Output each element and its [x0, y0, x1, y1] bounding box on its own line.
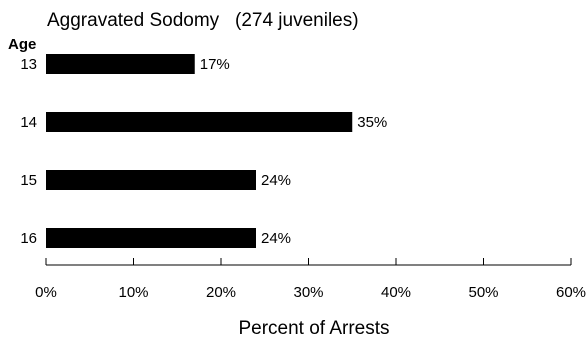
bars-layer	[46, 54, 353, 248]
x-tick-label-10: 10%	[118, 284, 148, 301]
data-label-age-14: 35%	[357, 114, 387, 131]
bar-age-13	[46, 54, 195, 74]
data-label-age-13: 17%	[200, 56, 230, 73]
x-tick-label-40: 40%	[381, 284, 411, 301]
bar-age-15	[46, 170, 256, 190]
category-label-age-13: 13	[20, 56, 37, 73]
bar-age-14	[46, 112, 353, 132]
x-tick-label-30: 30%	[293, 284, 323, 301]
data-labels: 17% 35% 24% 24%	[200, 56, 388, 247]
category-label-age-16: 16	[20, 230, 37, 247]
x-tick-label-60: 60%	[556, 284, 586, 301]
bar-age-16	[46, 228, 256, 248]
category-labels: 13 14 15 16	[20, 56, 37, 247]
x-axis-ticks: 0% 10% 20% 30% 40% 50% 60%	[35, 258, 586, 301]
category-label-age-14: 14	[20, 114, 37, 131]
x-tick-label-50: 50%	[468, 284, 498, 301]
data-label-age-15: 24%	[261, 172, 291, 189]
chart-title: Aggravated Sodomy (274 juveniles)	[47, 10, 359, 31]
x-tick-label-0: 0%	[35, 284, 57, 301]
x-tick-label-20: 20%	[206, 284, 236, 301]
age-axis-heading: Age	[8, 36, 36, 53]
x-axis-title: Percent of Arrests	[238, 318, 389, 339]
data-label-age-16: 24%	[261, 230, 291, 247]
category-label-age-15: 15	[20, 172, 37, 189]
